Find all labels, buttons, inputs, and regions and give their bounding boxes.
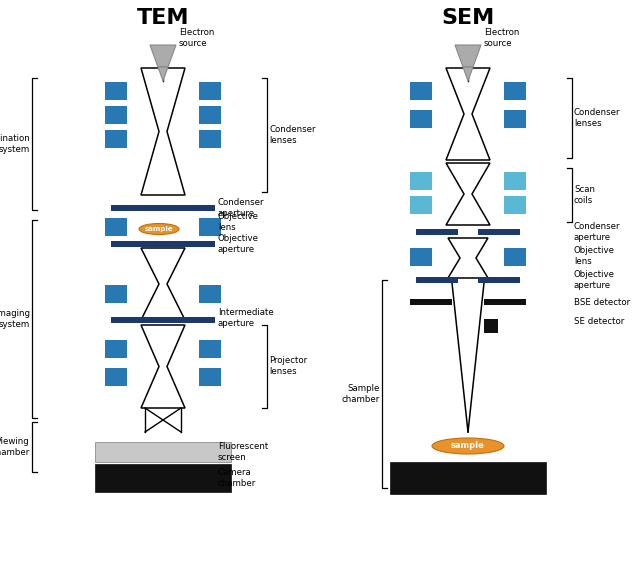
Bar [416, 277, 458, 283]
Bar [105, 368, 127, 386]
Bar [410, 299, 452, 305]
Text: Electron
source: Electron source [179, 28, 214, 48]
Text: sample: sample [145, 226, 173, 232]
Bar [199, 218, 221, 236]
Bar [504, 172, 526, 190]
Bar [199, 130, 221, 148]
Text: Objective
aperture: Objective aperture [574, 270, 615, 289]
Bar [95, 442, 231, 462]
Text: SE detector: SE detector [574, 316, 624, 325]
Bar [504, 110, 526, 128]
Bar [410, 196, 432, 214]
Text: Projector
lenses: Projector lenses [269, 356, 307, 376]
Bar [478, 229, 520, 235]
Bar [199, 285, 221, 303]
Text: Condenser
aperture: Condenser aperture [218, 198, 264, 218]
Bar [105, 130, 127, 148]
Text: Sample
chamber: Sample chamber [342, 384, 380, 404]
Text: BSE detector: BSE detector [574, 297, 630, 306]
Bar [105, 340, 127, 358]
Bar [199, 82, 221, 100]
Bar [484, 299, 526, 305]
Bar [111, 205, 215, 211]
Ellipse shape [432, 438, 504, 454]
Bar [111, 317, 215, 323]
Text: Fluorescent
screen: Fluorescent screen [218, 442, 268, 462]
Bar [504, 248, 526, 266]
Bar [199, 340, 221, 358]
Bar [410, 110, 432, 128]
Polygon shape [158, 67, 168, 81]
Bar [105, 82, 127, 100]
Text: Intermediate
aperture: Intermediate aperture [218, 309, 274, 328]
Bar [95, 464, 231, 492]
Text: sample: sample [451, 442, 485, 450]
Bar [410, 248, 432, 266]
Bar [478, 277, 520, 283]
Text: Scan
coils: Scan coils [574, 185, 595, 205]
Bar [484, 319, 498, 333]
Bar [504, 196, 526, 214]
Text: TEM: TEM [137, 8, 189, 28]
Text: Electron
source: Electron source [484, 28, 520, 48]
Text: SEM: SEM [442, 8, 495, 28]
Polygon shape [455, 45, 481, 67]
Polygon shape [463, 67, 473, 81]
Bar [105, 285, 127, 303]
Text: Objective
lens: Objective lens [218, 212, 259, 232]
Bar [105, 218, 127, 236]
Bar [199, 368, 221, 386]
Text: Imaging
system: Imaging system [0, 309, 30, 329]
Ellipse shape [139, 223, 179, 234]
Bar [504, 82, 526, 100]
Text: Camera
chamber: Camera chamber [218, 468, 256, 488]
Text: Condenser
lenses: Condenser lenses [574, 108, 621, 128]
Text: Objective
aperture: Objective aperture [218, 234, 259, 254]
Text: Objective
lens: Objective lens [574, 246, 615, 266]
Bar [390, 462, 546, 494]
Text: Condenser
aperture: Condenser aperture [574, 222, 621, 242]
Polygon shape [150, 45, 176, 67]
Bar [105, 106, 127, 124]
Text: Condenser
lenses: Condenser lenses [269, 125, 316, 145]
Text: Viewing
chamber: Viewing chamber [0, 438, 30, 457]
Bar [199, 106, 221, 124]
Bar [416, 229, 458, 235]
Bar [410, 172, 432, 190]
Bar [410, 82, 432, 100]
Bar [111, 241, 215, 247]
Text: Illumination
system: Illumination system [0, 134, 30, 154]
